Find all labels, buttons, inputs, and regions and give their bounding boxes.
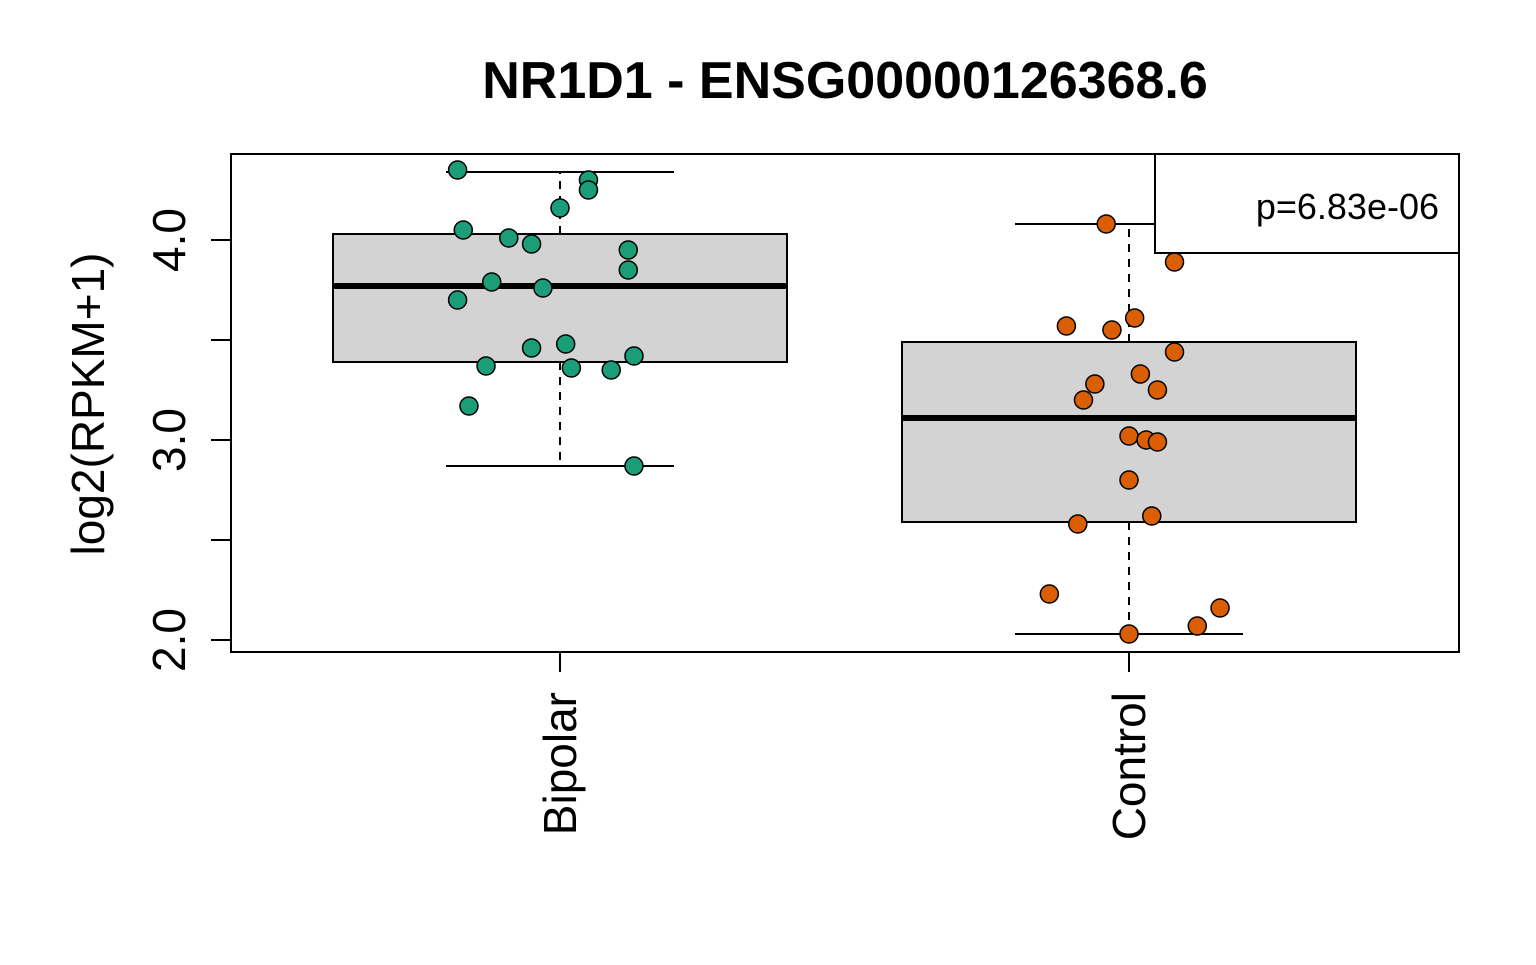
data-point xyxy=(550,198,570,218)
legend-box: p=6.83e-06 xyxy=(1154,153,1460,254)
data-point xyxy=(618,260,639,280)
chart-title: NR1D1 - ENSG00000126368.6 xyxy=(482,52,1208,110)
data-point xyxy=(1119,624,1139,644)
data-point xyxy=(1039,584,1060,604)
data-point xyxy=(624,456,644,476)
y-axis-label: log2(RPKM+1) xyxy=(62,253,114,556)
data-point xyxy=(1119,470,1139,490)
y-tick-label: 4.0 xyxy=(143,208,195,272)
x-tick-label: Bipolar xyxy=(534,692,586,835)
data-point xyxy=(521,234,542,254)
data-point xyxy=(1056,316,1077,336)
legend-border xyxy=(1154,153,1460,254)
data-point xyxy=(453,220,474,240)
data-point xyxy=(1124,308,1145,328)
box-group-control xyxy=(901,214,1357,644)
data-point xyxy=(555,334,576,354)
data-point xyxy=(447,290,468,310)
p-value-annotation: p=6.83e-06 xyxy=(1256,186,1439,227)
data-point xyxy=(1073,390,1094,410)
data-point xyxy=(481,272,502,292)
data-point xyxy=(1130,364,1151,384)
data-point xyxy=(578,180,599,200)
y-tick-label: 2.0 xyxy=(143,608,195,672)
data-point xyxy=(1210,598,1230,618)
data-point xyxy=(1164,342,1185,362)
data-point xyxy=(1187,616,1208,636)
data-point xyxy=(618,240,639,260)
data-point xyxy=(459,396,479,416)
data-point xyxy=(561,358,582,378)
y-tick-label: 3.0 xyxy=(143,408,195,472)
data-point xyxy=(1147,380,1168,400)
data-point xyxy=(1068,514,1088,534)
data-point xyxy=(1142,506,1162,526)
data-point xyxy=(1164,252,1185,272)
data-point xyxy=(1096,214,1116,234)
x-tick-label: Control xyxy=(1103,692,1155,840)
data-point xyxy=(476,356,496,376)
data-point xyxy=(447,160,468,180)
plot-layer: 2.0 3.0 4.0 Bipolar Control xyxy=(143,153,1460,840)
data-point xyxy=(1119,426,1139,446)
data-point xyxy=(1085,374,1105,394)
plot-frame xyxy=(230,153,1460,653)
data-point xyxy=(533,278,553,298)
data-point xyxy=(624,346,644,366)
data-point xyxy=(601,360,621,380)
data-point xyxy=(1147,432,1168,452)
data-point xyxy=(521,338,542,358)
data-point xyxy=(1102,320,1122,340)
data-point xyxy=(499,228,519,248)
box-group-bipolar xyxy=(332,160,788,476)
